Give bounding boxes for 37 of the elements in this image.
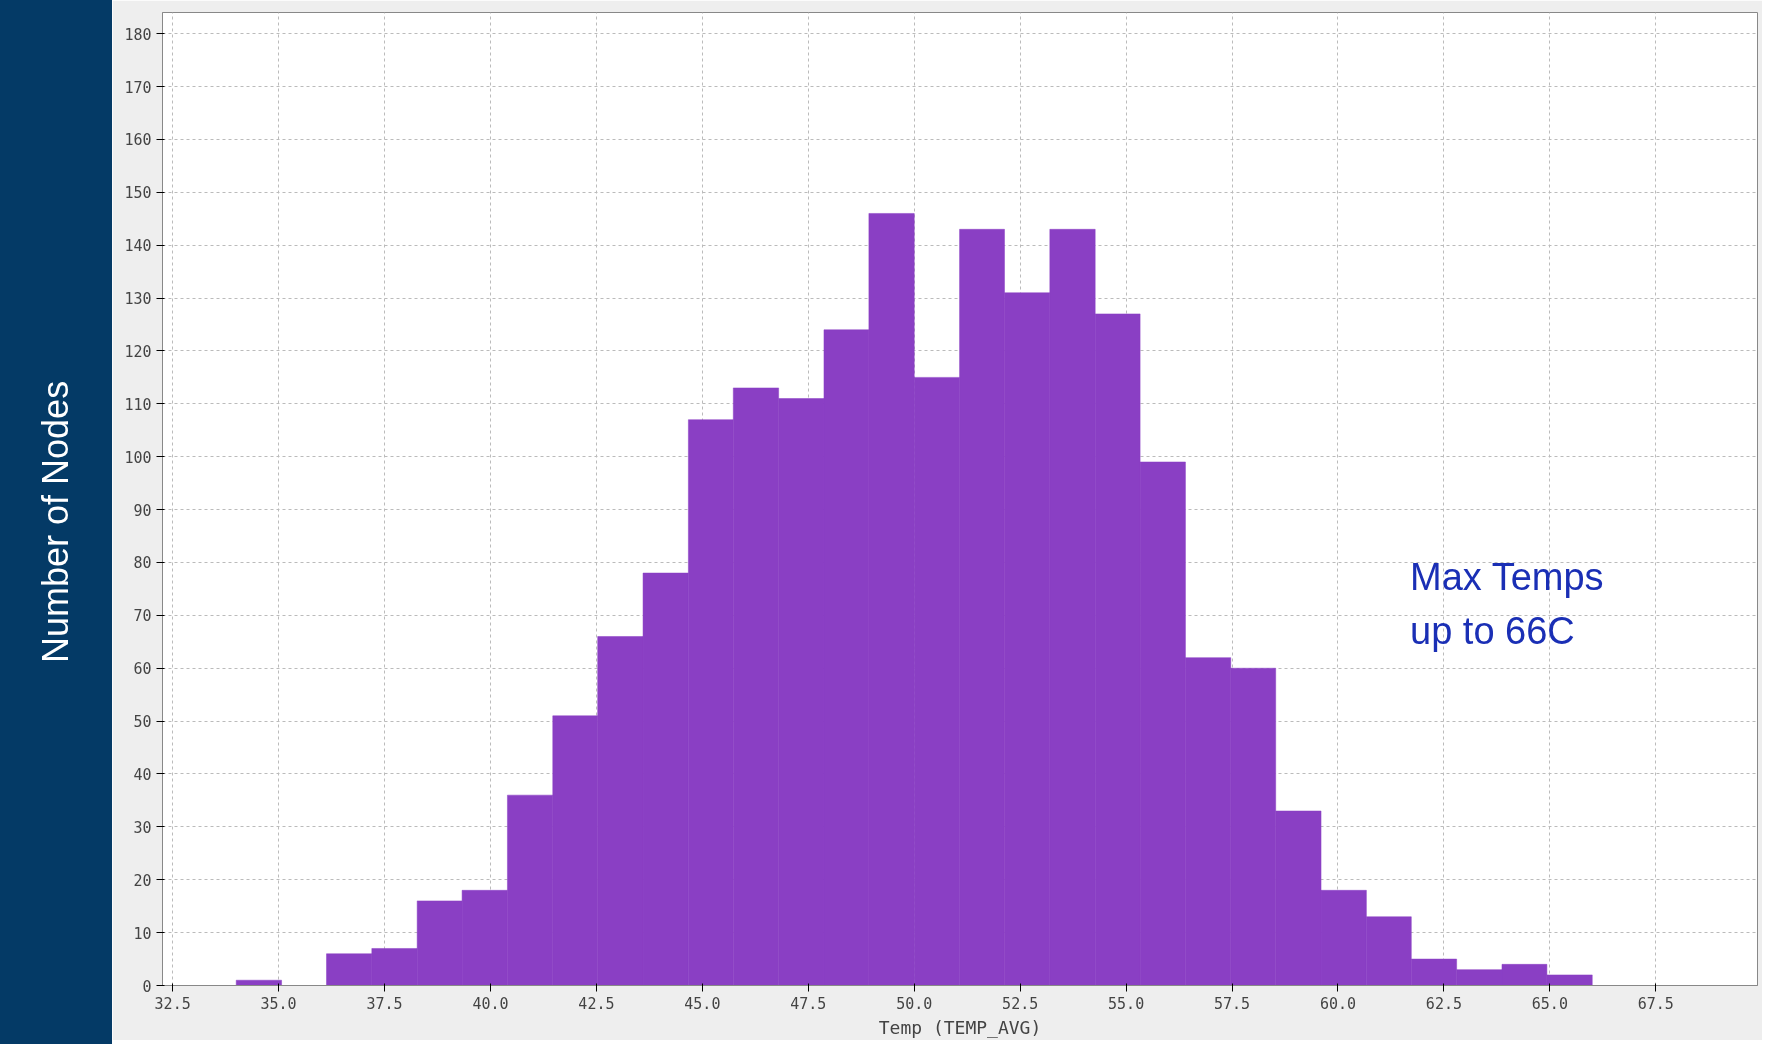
y-axis-title: Number of Nodes [34, 380, 78, 664]
y-tick-label: 30 [133, 818, 152, 837]
x-tick-label: 65.0 [1531, 994, 1568, 1013]
x-tick-label: 40.0 [472, 994, 509, 1013]
x-tick-label: 62.5 [1425, 994, 1462, 1013]
x-tick-label: 42.5 [578, 994, 615, 1013]
y-tick-label: 70 [133, 607, 152, 626]
x-tick-label: 47.5 [790, 994, 827, 1013]
x-tick-label: 35.0 [260, 994, 297, 1013]
annotation: Max Temps up to 66C [1410, 555, 1604, 653]
y-tick-label: 20 [133, 871, 152, 890]
y-tick-label: 130 [124, 290, 152, 309]
x-tick-label: 57.5 [1213, 994, 1251, 1013]
x-tick-label: 52.5 [1002, 994, 1039, 1013]
x-tick-label: 67.5 [1637, 994, 1674, 1013]
y-tick-label: 40 [133, 765, 152, 784]
y-tick-label: 0 [142, 977, 152, 996]
x-tick-label: 50.0 [896, 994, 933, 1013]
y-tick-label: 120 [124, 342, 152, 361]
y-tick-label: 60 [133, 660, 152, 679]
y-tick-label: 90 [133, 501, 152, 520]
y-tick-label: 180 [124, 25, 152, 44]
x-tick-label: 55.0 [1108, 994, 1145, 1013]
x-tick-label: 60.0 [1319, 994, 1357, 1013]
y-tick-label: 140 [124, 237, 152, 256]
x-tick-label: 32.5 [154, 994, 191, 1013]
y-tick-label: 50 [133, 713, 152, 732]
x-tick-label: 45.0 [684, 994, 721, 1013]
y-tick-label: 150 [124, 184, 152, 203]
x-axis-title: Temp (TEMP_AVG) [878, 1016, 1042, 1038]
y-tick-label: 10 [133, 924, 152, 943]
y-tick-label: 80 [133, 554, 152, 573]
y-tick-label: 100 [124, 448, 152, 467]
y-tick-label: 160 [124, 131, 152, 150]
x-tick-label: 37.5 [366, 994, 403, 1013]
y-tick-label: 110 [124, 395, 152, 414]
y-tick-label: 170 [124, 78, 152, 97]
